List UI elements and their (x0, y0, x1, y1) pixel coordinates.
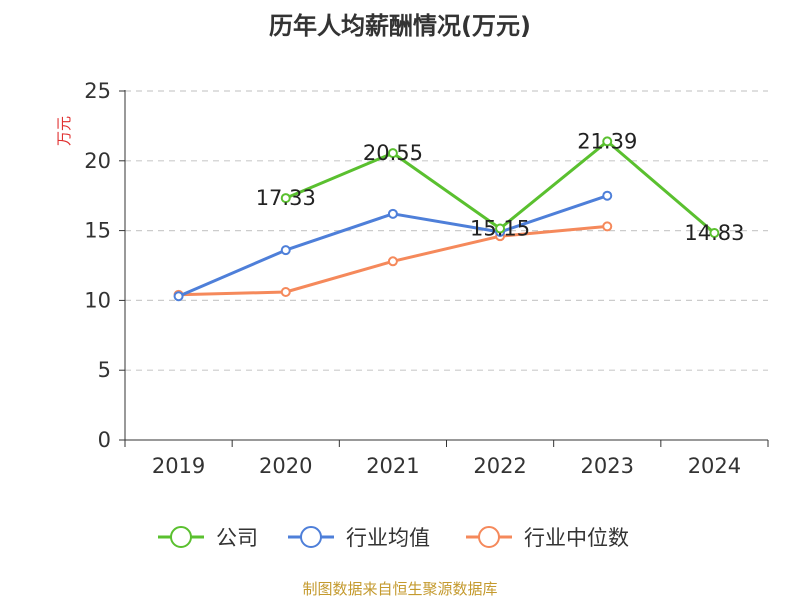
y-tick-label: 15 (84, 219, 111, 243)
x-tick-label: 2021 (366, 454, 419, 478)
y-tick-label: 25 (84, 79, 111, 103)
axes: 0 5 10 15 20 25 2019 2020 2021 2022 2023 2024 (84, 79, 769, 478)
y-tick-label: 5 (98, 358, 111, 382)
series-lines (173, 136, 720, 302)
x-tick-label: 2022 (473, 454, 526, 478)
data-point (387, 256, 398, 267)
data-point (280, 287, 291, 298)
legend-label: 行业均值 (346, 526, 430, 550)
data-label: 17.33 (256, 186, 316, 210)
legend-item[interactable]: 行业中位数 (466, 526, 629, 550)
data-source-note: 制图数据来自恒生聚源数据库 (302, 580, 498, 598)
chart-title: 历年人均薪酬情况(万元) (269, 12, 531, 40)
data-point (709, 227, 720, 238)
x-tick-label: 2019 (152, 454, 205, 478)
data-label: 15.15 (470, 217, 530, 241)
data-point (387, 148, 398, 159)
data-point (280, 193, 291, 204)
data-point (602, 190, 613, 201)
data-point (173, 291, 184, 302)
data-point (602, 136, 613, 147)
legend-item[interactable]: 公司 (158, 526, 258, 550)
x-tick-label: 2023 (581, 454, 634, 478)
legend-label: 公司 (216, 526, 258, 550)
legend-item[interactable]: 行业均值 (288, 526, 430, 550)
y-tick-label: 0 (98, 428, 111, 452)
legend-marker (300, 526, 322, 548)
data-labels: 17.33 20.55 15.15 21.39 14.83 (256, 129, 745, 245)
y-tick-label: 10 (84, 288, 111, 312)
legend-marker (478, 526, 500, 548)
data-label: 20.55 (363, 141, 423, 165)
data-point (495, 223, 506, 234)
grid-lines (125, 90, 768, 371)
x-tick-label: 2024 (688, 454, 741, 478)
data-point (602, 221, 613, 232)
x-tick-label: 2020 (259, 454, 312, 478)
legend-marker (170, 526, 192, 548)
legend[interactable]: 公司 行业均值 行业中位数 (158, 526, 629, 550)
data-label: 14.83 (684, 221, 744, 245)
legend-label: 行业中位数 (524, 526, 629, 550)
data-point (280, 245, 291, 256)
y-tick-label: 20 (84, 149, 111, 173)
data-point (387, 208, 398, 219)
data-label: 21.39 (577, 129, 637, 153)
